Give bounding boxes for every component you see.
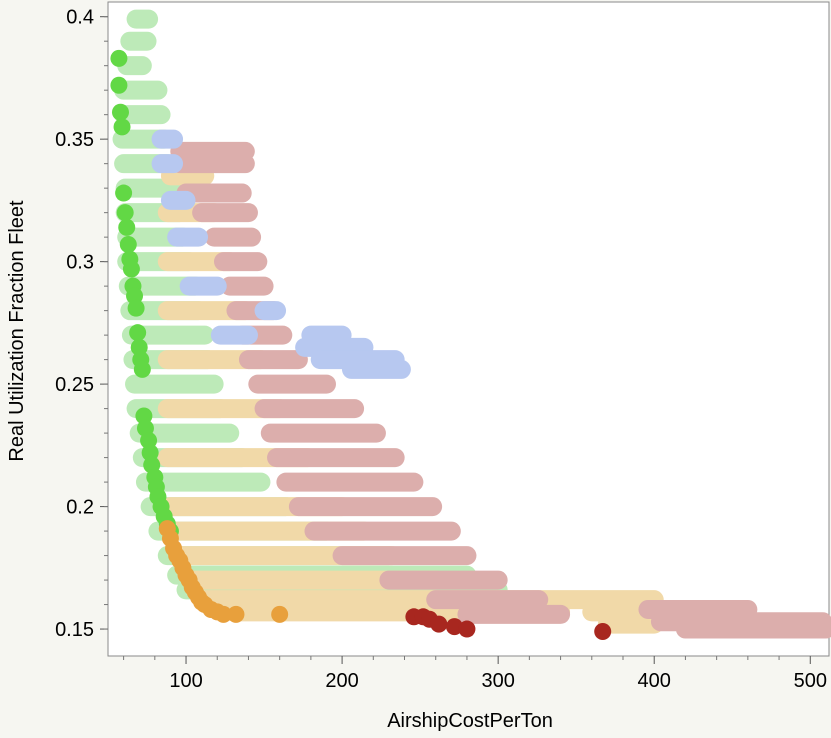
- data-point: [594, 623, 612, 641]
- point-band: [379, 570, 508, 590]
- data-point: [133, 360, 151, 378]
- point-band: [192, 203, 258, 223]
- point-band: [457, 604, 571, 624]
- point-band: [120, 31, 157, 51]
- point-band: [135, 472, 271, 492]
- data-point: [458, 620, 476, 638]
- point-band: [204, 227, 262, 247]
- point-band: [341, 359, 411, 379]
- point-band: [675, 619, 831, 639]
- point-band: [125, 374, 224, 394]
- y-tick-label: 0.2: [66, 497, 94, 519]
- y-axis-title: Real Utilization Fraction Fleet: [6, 200, 28, 462]
- point-band: [170, 154, 255, 174]
- data-point: [116, 204, 134, 222]
- point-band: [220, 276, 274, 296]
- point-band: [332, 546, 477, 566]
- point-band: [160, 190, 196, 210]
- point-band: [597, 614, 664, 634]
- point-band: [260, 423, 386, 443]
- y-tick-label: 0.15: [55, 619, 94, 641]
- point-band: [288, 497, 443, 517]
- data-point: [113, 118, 131, 136]
- data-layer: [110, 9, 831, 641]
- point-band: [426, 590, 549, 610]
- data-point: [115, 184, 133, 202]
- point-band: [129, 423, 240, 443]
- series-orange: [158, 520, 289, 623]
- x-tick-label: 400: [638, 670, 671, 692]
- series-dark_red: [405, 608, 612, 641]
- y-axis: 0.15 0.2 0.25 0.3 0.35 0.4: [55, 7, 108, 641]
- data-point: [214, 605, 232, 623]
- x-tick-label: 100: [169, 670, 202, 692]
- point-band: [151, 154, 184, 174]
- point-band: [304, 521, 461, 541]
- data-point: [110, 76, 128, 94]
- series-pink: [170, 141, 831, 639]
- point-band: [167, 227, 209, 247]
- x-axis-title: AirshipCostPerTon: [387, 710, 553, 732]
- point-band: [248, 374, 336, 394]
- data-point: [119, 235, 137, 253]
- point-band: [213, 252, 268, 272]
- point-band: [254, 399, 365, 419]
- data-point: [227, 605, 245, 623]
- x-axis: 100 200 300 400 500: [123, 656, 827, 692]
- data-point: [110, 49, 128, 67]
- x-tick-label: 500: [794, 670, 827, 692]
- data-point: [430, 615, 448, 633]
- point-band: [126, 9, 159, 29]
- point-band: [254, 301, 287, 321]
- point-band: [210, 325, 258, 345]
- point-band: [276, 472, 424, 492]
- y-tick-label: 0.25: [55, 374, 94, 396]
- point-band: [267, 448, 405, 468]
- data-point: [129, 324, 147, 342]
- data-point: [118, 218, 136, 236]
- y-tick-label: 0.35: [55, 129, 94, 151]
- point-band: [151, 129, 184, 149]
- y-tick-label: 0.4: [66, 7, 94, 29]
- point-band: [114, 80, 168, 100]
- x-tick-label: 300: [481, 670, 514, 692]
- data-point: [271, 605, 289, 623]
- data-point: [111, 103, 129, 121]
- y-tick-label: 0.3: [66, 252, 94, 274]
- data-point: [122, 260, 140, 278]
- point-band: [176, 183, 252, 203]
- point-band: [238, 350, 308, 370]
- x-tick-label: 200: [325, 670, 358, 692]
- point-band: [179, 276, 227, 296]
- point-band: [182, 570, 446, 590]
- data-point: [127, 299, 145, 317]
- series-light_blue: [151, 129, 411, 379]
